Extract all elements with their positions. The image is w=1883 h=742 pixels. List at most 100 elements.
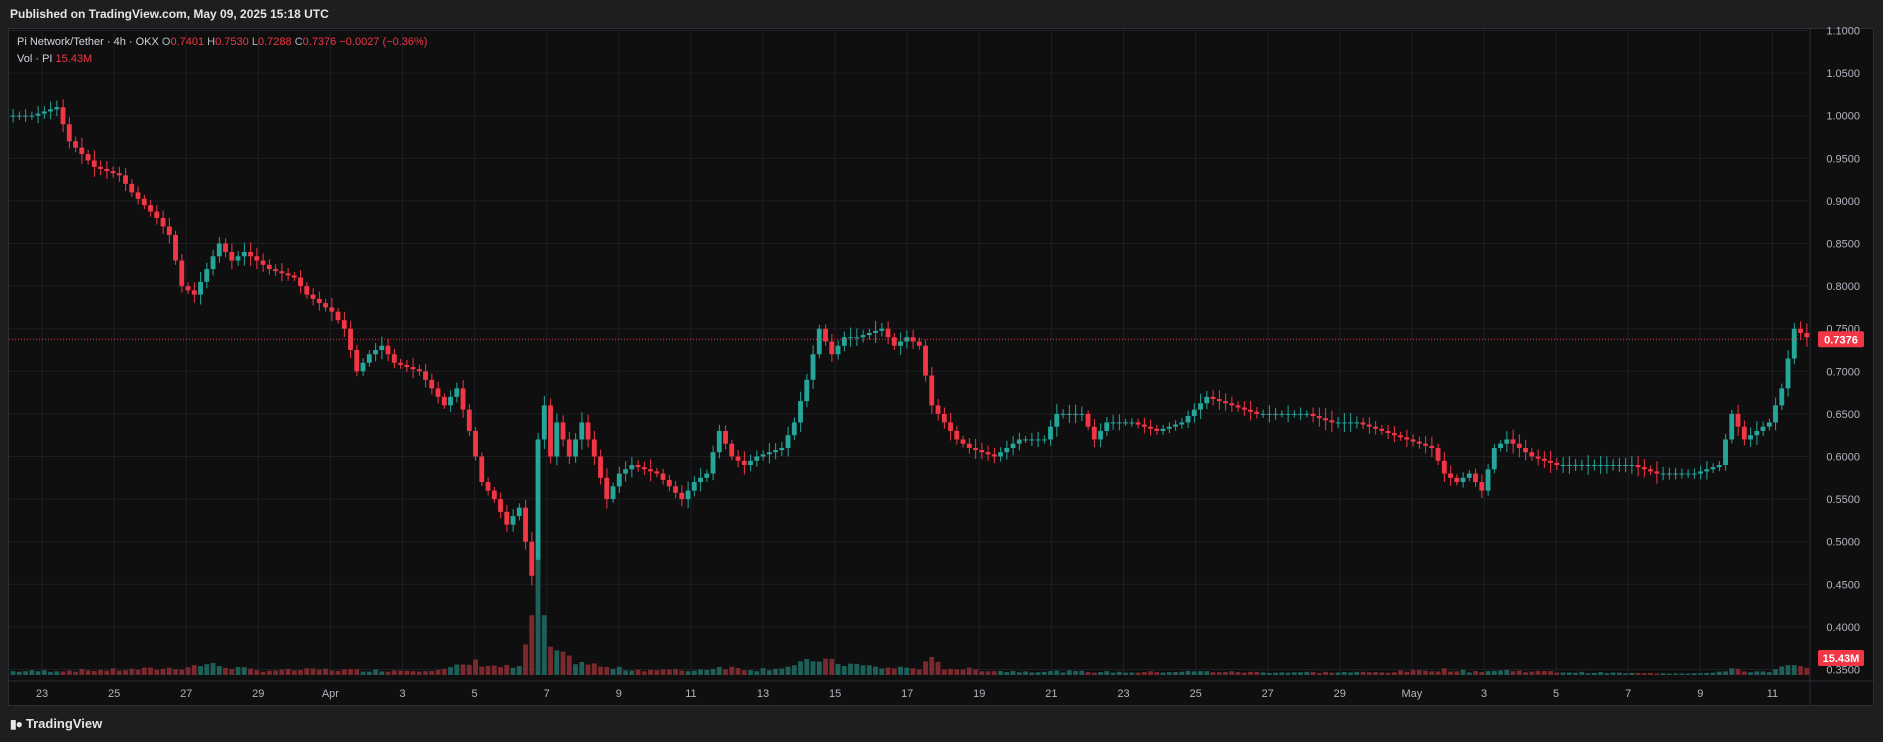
volume-bar [860,665,866,675]
candle-body [1329,420,1335,423]
candle-body [341,320,347,329]
candle-body [85,154,91,161]
candle-body [698,477,703,483]
volume-bar [235,667,241,675]
candle-body [791,422,797,436]
volume-bar [1291,672,1297,675]
volume-bar [1516,670,1522,675]
candle-body [460,388,466,410]
candle-body [98,166,103,169]
candle-body [379,345,385,350]
candle-body [335,311,341,321]
candle-body [810,354,816,380]
volume-bar [1748,672,1753,675]
candle-body [348,328,353,350]
volume-bar [129,668,135,675]
volume-bar [260,671,266,675]
volume-bar [1210,672,1216,675]
candle-body [479,456,485,483]
volume-bar [1741,671,1747,675]
volume-bar [1504,669,1510,675]
candle-body [1766,422,1772,427]
volume-bar [566,655,572,675]
candle-body [1348,422,1353,424]
y-tick-label: 0.4500 [1826,579,1860,591]
tradingview-logo-icon: ▮● [10,716,23,731]
candle-body [173,234,178,261]
volume-label[interactable]: Vol · PI [17,53,53,65]
volume-bar [1729,668,1735,675]
volume-bar [223,667,228,675]
symbol-label[interactable]: Pi Network/Tether · 4h · OKX [17,36,159,48]
candle-body [1529,452,1535,457]
volume-bar [504,664,510,675]
volume-bar [429,671,435,675]
volume-bar [1635,672,1641,675]
volume-bar [41,670,47,675]
candle-body [323,303,328,308]
volume-bar [191,665,197,675]
volume-bar [1510,671,1516,675]
candle-body [966,443,972,448]
candle-body [1716,465,1722,468]
candle-body [285,273,291,276]
high-value: 0.7530 [215,36,249,48]
volume-bar [48,671,53,675]
volume-bar [1491,670,1497,675]
volume-bar [591,663,597,675]
brand[interactable]: ▮● TradingView [10,716,102,731]
volume-bar [1029,672,1035,675]
volume-bar [560,651,566,675]
candle-body [773,450,778,453]
volume-bar [610,668,616,675]
volume-bar [1766,672,1772,675]
candle-body [1235,405,1241,408]
candle-body [598,456,603,478]
x-tick-label: 5 [1553,688,1559,700]
candle-body [23,115,28,117]
volume-bar [1535,670,1541,675]
candle-body [60,107,66,125]
candle-body [710,452,716,474]
candle-body [629,465,635,470]
candle-body [1473,473,1478,483]
candle-body [1066,413,1072,415]
volume-bar [898,666,903,675]
ohlc-row: Pi Network/Tether · 4h · OKX O0.7401 H0.… [17,34,427,51]
volume-bar [423,671,428,675]
chart-pane[interactable] [8,28,1874,706]
candle-body [1685,473,1691,475]
candle-body [1185,416,1191,423]
x-tick-label: 29 [1334,688,1346,700]
candle-body [935,405,941,414]
candle-body [960,439,966,444]
candle-body [1110,422,1116,424]
volume-bar [854,663,860,675]
candle-body [979,450,985,453]
candle-body [416,369,422,372]
candle-body [541,405,547,440]
candle-body [729,443,735,457]
volume-bar [1335,672,1341,675]
volume-bar [1448,671,1453,675]
volume-bar [323,668,328,675]
volume-bar [485,665,491,675]
candle-body [148,205,153,212]
volume-bar [1735,668,1741,675]
candle-body [254,256,260,261]
volume-bar [941,669,947,675]
candle-body [210,256,216,270]
candle-body [1416,441,1422,444]
volume-bar [760,668,766,675]
volume-bar [923,661,928,675]
x-tick-label: 9 [1697,688,1703,700]
candle-body [685,490,691,500]
candle-body [1241,407,1247,410]
candle-body [1079,413,1085,415]
volume-bar [866,665,872,675]
volume-bar [1073,670,1078,675]
volume-bar [841,666,847,675]
candle-body [391,354,397,363]
volume-bar [85,670,91,675]
